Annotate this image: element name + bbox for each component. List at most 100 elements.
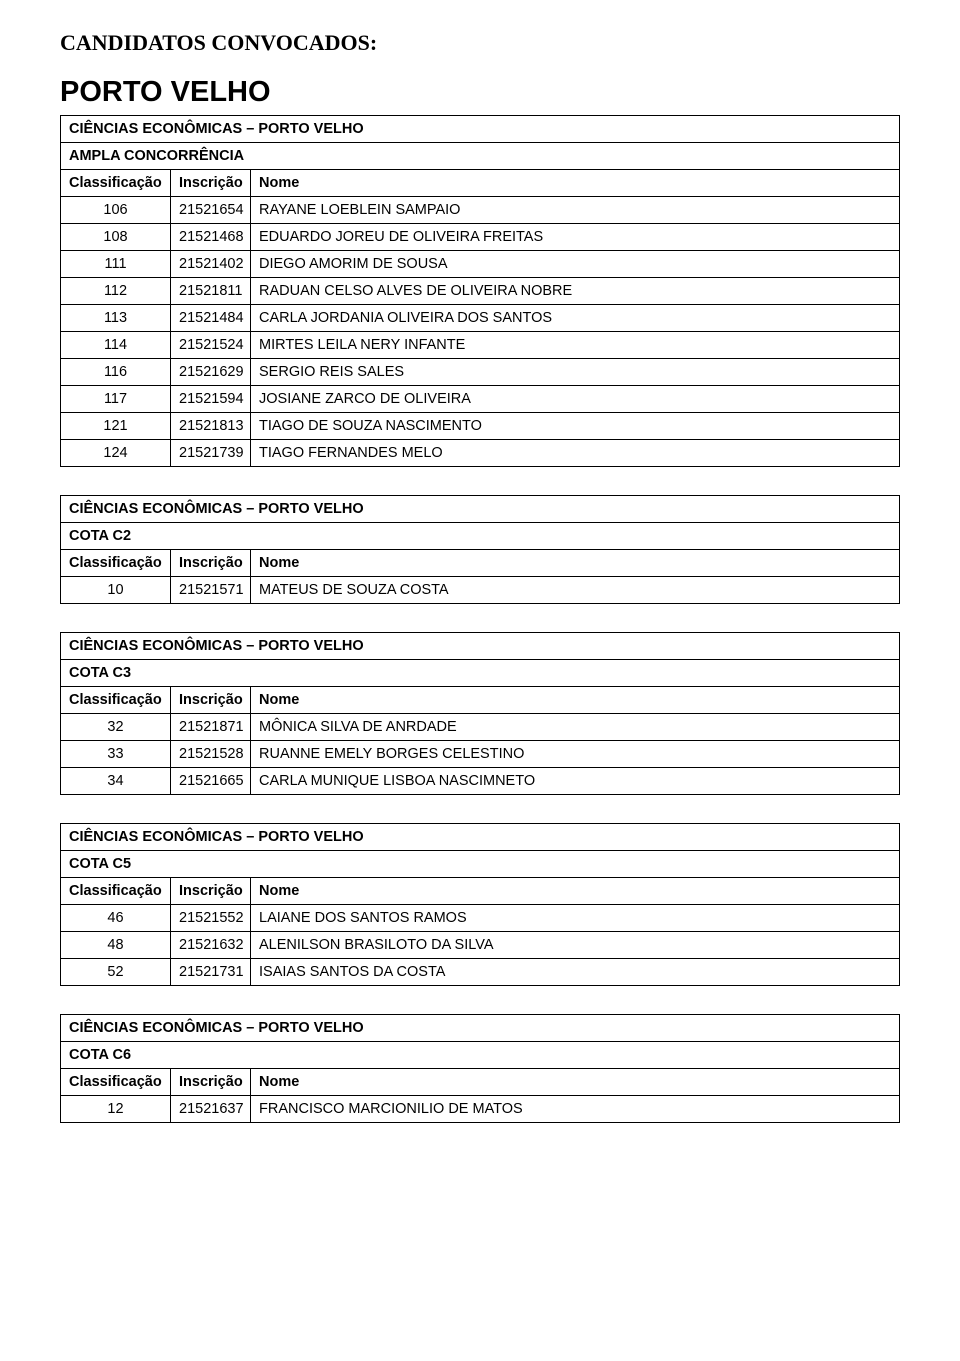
cell-class: 111	[61, 251, 171, 278]
table-row: 3221521871MÔNICA SILVA DE ANRDADE	[61, 714, 900, 741]
table-row: 11321521484CARLA JORDANIA OLIVEIRA DOS S…	[61, 305, 900, 332]
section-block: CIÊNCIAS ECONÔMICAS – PORTO VELHOAMPLA C…	[60, 115, 900, 467]
section-block: CIÊNCIAS ECONÔMICAS – PORTO VELHOCOTA C6…	[60, 1014, 900, 1123]
cell-class: 117	[61, 386, 171, 413]
cell-insc: 21521629	[171, 359, 251, 386]
cell-class: 116	[61, 359, 171, 386]
candidate-table: CIÊNCIAS ECONÔMICAS – PORTO VELHOCOTA C3…	[60, 632, 900, 795]
cell-class: 48	[61, 932, 171, 959]
cell-class: 113	[61, 305, 171, 332]
table-row: 11721521594JOSIANE ZARCO DE OLIVEIRA	[61, 386, 900, 413]
document-title: CANDIDATOS CONVOCADOS:	[60, 30, 900, 56]
table-row: 11621521629SERGIO REIS SALES	[61, 359, 900, 386]
table-row: 3321521528RUANNE EMELY BORGES CELESTINO	[61, 741, 900, 768]
cell-insc: 21521528	[171, 741, 251, 768]
section-subtitle: AMPLA CONCORRÊNCIA	[61, 143, 900, 170]
table-row: 12421521739TIAGO FERNANDES MELO	[61, 440, 900, 467]
cell-insc: 21521739	[171, 440, 251, 467]
cell-class: 114	[61, 332, 171, 359]
table-row: 12121521813TIAGO DE SOUZA NASCIMENTO	[61, 413, 900, 440]
cell-class: 46	[61, 905, 171, 932]
cell-nome: LAIANE DOS SANTOS RAMOS	[251, 905, 900, 932]
cell-insc: 21521632	[171, 932, 251, 959]
cell-nome: FRANCISCO MARCIONILIO DE MATOS	[251, 1096, 900, 1123]
cell-class: 121	[61, 413, 171, 440]
cell-class: 32	[61, 714, 171, 741]
table-row: 11421521524MIRTES LEILA NERY INFANTE	[61, 332, 900, 359]
cell-insc: 21521731	[171, 959, 251, 986]
col-insc-header: Inscrição	[171, 170, 251, 197]
cell-nome: TIAGO DE SOUZA NASCIMENTO	[251, 413, 900, 440]
cell-insc: 21521811	[171, 278, 251, 305]
cell-insc: 21521594	[171, 386, 251, 413]
col-class-header: Classificação	[61, 170, 171, 197]
candidate-table: CIÊNCIAS ECONÔMICAS – PORTO VELHOCOTA C6…	[60, 1014, 900, 1123]
candidate-table: CIÊNCIAS ECONÔMICAS – PORTO VELHOAMPLA C…	[60, 115, 900, 467]
cell-insc: 21521402	[171, 251, 251, 278]
cell-nome: CARLA MUNIQUE LISBOA NASCIMNETO	[251, 768, 900, 795]
table-row: 1021521571MATEUS DE SOUZA COSTA	[61, 577, 900, 604]
table-row: 5221521731ISAIAS SANTOS DA COSTA	[61, 959, 900, 986]
cell-nome: ALENILSON BRASILOTO DA SILVA	[251, 932, 900, 959]
cell-nome: RAYANE LOEBLEIN SAMPAIO	[251, 197, 900, 224]
cell-class: 33	[61, 741, 171, 768]
cell-nome: SERGIO REIS SALES	[251, 359, 900, 386]
cell-insc: 21521871	[171, 714, 251, 741]
table-row: 11121521402DIEGO AMORIM DE SOUSA	[61, 251, 900, 278]
table-row: 1221521637FRANCISCO MARCIONILIO DE MATOS	[61, 1096, 900, 1123]
cell-class: 112	[61, 278, 171, 305]
col-nome-header: Nome	[251, 1069, 900, 1096]
cell-nome: RADUAN CELSO ALVES DE OLIVEIRA NOBRE	[251, 278, 900, 305]
col-class-header: Classificação	[61, 550, 171, 577]
cell-class: 52	[61, 959, 171, 986]
cell-class: 106	[61, 197, 171, 224]
cell-class: 124	[61, 440, 171, 467]
cell-nome: JOSIANE ZARCO DE OLIVEIRA	[251, 386, 900, 413]
cell-nome: DIEGO AMORIM DE SOUSA	[251, 251, 900, 278]
section-block: CIÊNCIAS ECONÔMICAS – PORTO VELHOCOTA C5…	[60, 823, 900, 986]
cell-insc: 21521813	[171, 413, 251, 440]
section-block: CIÊNCIAS ECONÔMICAS – PORTO VELHOCOTA C3…	[60, 632, 900, 795]
table-row: 10821521468EDUARDO JOREU DE OLIVEIRA FRE…	[61, 224, 900, 251]
big-heading: PORTO VELHO	[60, 76, 900, 109]
cell-nome: TIAGO FERNANDES MELO	[251, 440, 900, 467]
col-class-header: Classificação	[61, 1069, 171, 1096]
col-insc-header: Inscrição	[171, 550, 251, 577]
cell-nome: MIRTES LEILA NERY INFANTE	[251, 332, 900, 359]
section-subtitle: COTA C6	[61, 1042, 900, 1069]
col-nome-header: Nome	[251, 170, 900, 197]
table-row: 10621521654RAYANE LOEBLEIN SAMPAIO	[61, 197, 900, 224]
col-insc-header: Inscrição	[171, 878, 251, 905]
col-insc-header: Inscrição	[171, 1069, 251, 1096]
cell-nome: RUANNE EMELY BORGES CELESTINO	[251, 741, 900, 768]
col-nome-header: Nome	[251, 878, 900, 905]
table-row: 4621521552LAIANE DOS SANTOS RAMOS	[61, 905, 900, 932]
candidate-table: CIÊNCIAS ECONÔMICAS – PORTO VELHOCOTA C5…	[60, 823, 900, 986]
col-nome-header: Nome	[251, 687, 900, 714]
table-row: 4821521632ALENILSON BRASILOTO DA SILVA	[61, 932, 900, 959]
cell-insc: 21521468	[171, 224, 251, 251]
col-class-header: Classificação	[61, 878, 171, 905]
cell-insc: 21521654	[171, 197, 251, 224]
section-subtitle: COTA C2	[61, 523, 900, 550]
cell-insc: 21521524	[171, 332, 251, 359]
candidate-table: CIÊNCIAS ECONÔMICAS – PORTO VELHOCOTA C2…	[60, 495, 900, 604]
cell-insc: 21521665	[171, 768, 251, 795]
cell-insc: 21521571	[171, 577, 251, 604]
section-subtitle: COTA C3	[61, 660, 900, 687]
col-insc-header: Inscrição	[171, 687, 251, 714]
cell-class: 12	[61, 1096, 171, 1123]
cell-insc: 21521484	[171, 305, 251, 332]
section-title: CIÊNCIAS ECONÔMICAS – PORTO VELHO	[61, 824, 900, 851]
section-title: CIÊNCIAS ECONÔMICAS – PORTO VELHO	[61, 116, 900, 143]
section-block: CIÊNCIAS ECONÔMICAS – PORTO VELHOCOTA C2…	[60, 495, 900, 604]
section-title: CIÊNCIAS ECONÔMICAS – PORTO VELHO	[61, 1015, 900, 1042]
cell-insc: 21521637	[171, 1096, 251, 1123]
cell-nome: MATEUS DE SOUZA COSTA	[251, 577, 900, 604]
cell-insc: 21521552	[171, 905, 251, 932]
cell-class: 10	[61, 577, 171, 604]
section-title: CIÊNCIAS ECONÔMICAS – PORTO VELHO	[61, 496, 900, 523]
cell-class: 108	[61, 224, 171, 251]
table-row: 3421521665CARLA MUNIQUE LISBOA NASCIMNET…	[61, 768, 900, 795]
cell-class: 34	[61, 768, 171, 795]
